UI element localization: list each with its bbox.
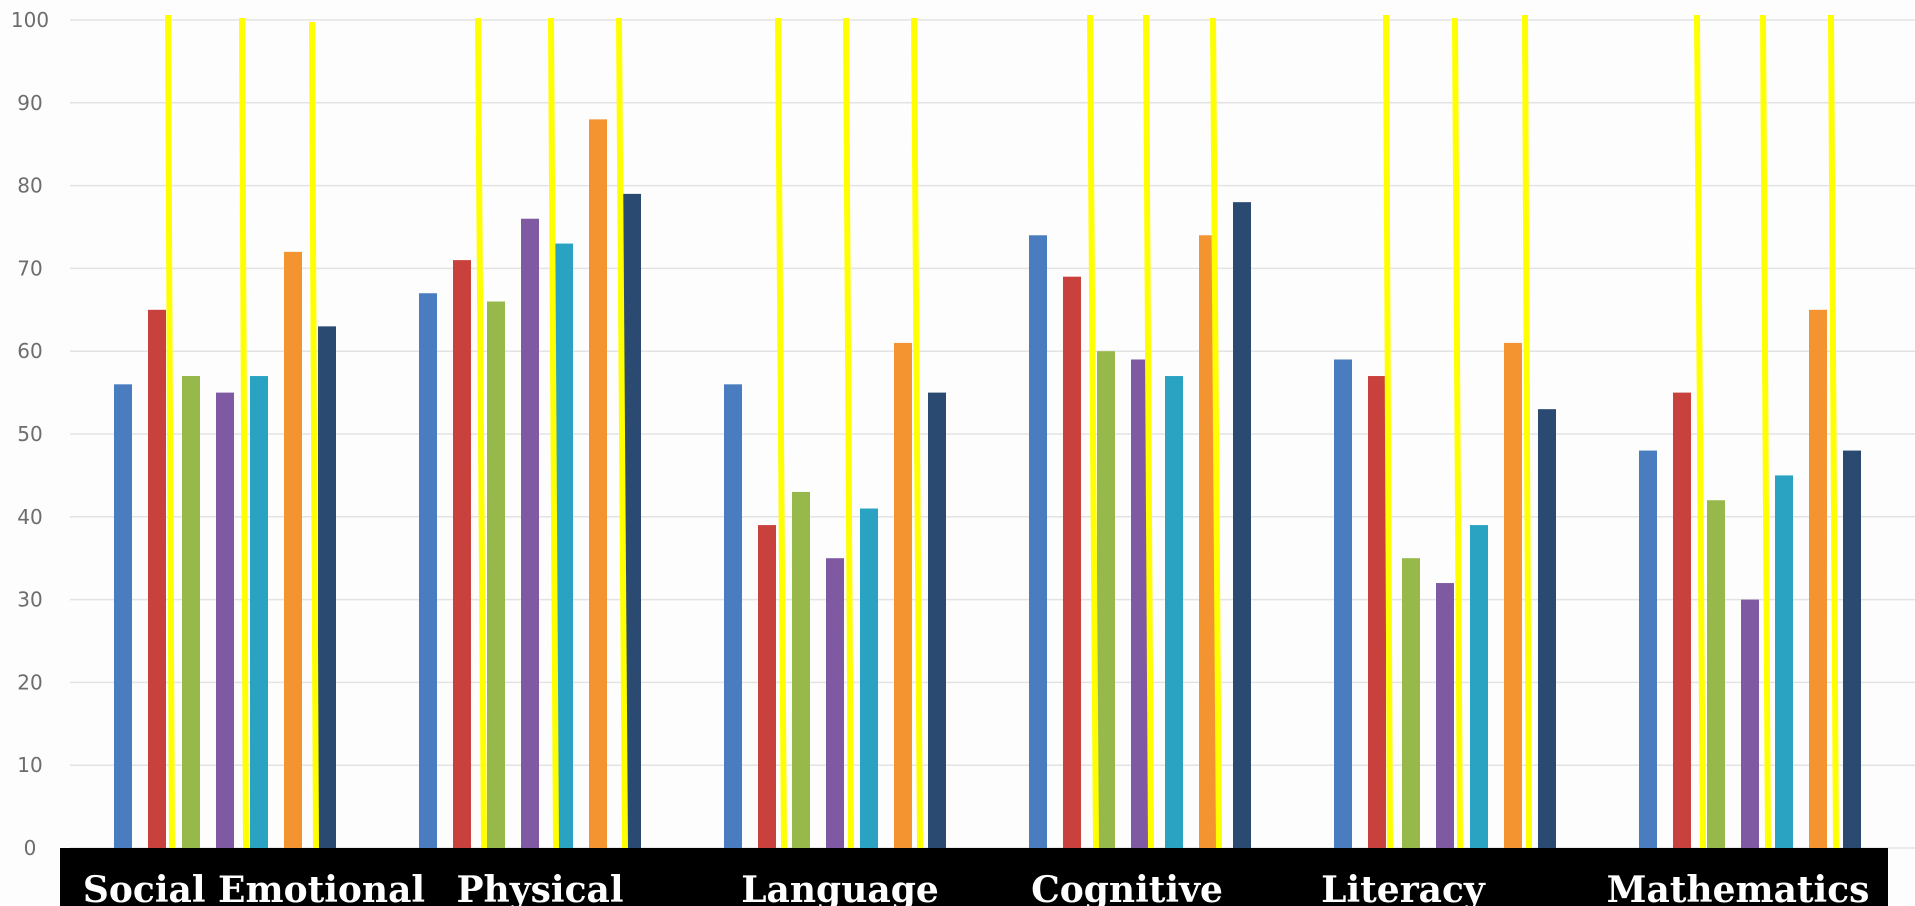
bar bbox=[1402, 558, 1420, 848]
bar bbox=[589, 119, 607, 849]
bar bbox=[623, 193, 641, 848]
bar bbox=[1809, 309, 1827, 848]
bar bbox=[1843, 450, 1861, 848]
marker-line bbox=[843, 17, 854, 849]
marker-line bbox=[475, 17, 487, 849]
bar bbox=[1233, 202, 1251, 848]
category-labels: Social Emotional Physical Language Cognitiv… bbox=[83, 869, 1869, 906]
y-tick-label: 40 bbox=[17, 505, 42, 529]
bar bbox=[1131, 359, 1149, 848]
marker-line bbox=[1383, 14, 1393, 849]
y-tick-label: 10 bbox=[17, 753, 42, 777]
bar bbox=[1538, 409, 1556, 848]
bar bbox=[860, 508, 878, 848]
marker-line bbox=[911, 17, 923, 849]
marker-line bbox=[1522, 14, 1532, 849]
marker-line bbox=[309, 21, 319, 849]
marker-line bbox=[1694, 14, 1706, 849]
bar bbox=[419, 293, 437, 848]
y-axis-ticks: 0 10 20 30 40 50 60 70 80 90 100 bbox=[11, 8, 49, 860]
bar bbox=[1470, 525, 1488, 848]
y-tick-label: 80 bbox=[17, 174, 42, 198]
marker-line bbox=[1828, 14, 1839, 849]
marker-line bbox=[165, 14, 175, 849]
marker-line bbox=[548, 17, 559, 849]
marker-line bbox=[1143, 14, 1154, 849]
bar bbox=[792, 491, 810, 848]
marker-line bbox=[1210, 17, 1222, 849]
category-label: Literacy bbox=[1321, 869, 1486, 906]
bar bbox=[114, 384, 132, 848]
category-label: Physical bbox=[456, 869, 623, 906]
bar bbox=[1707, 500, 1725, 848]
y-tick-label: 70 bbox=[17, 256, 42, 280]
category-label: Cognitive bbox=[1031, 869, 1223, 906]
category-label: Mathematics bbox=[1607, 869, 1870, 906]
bar bbox=[1436, 583, 1454, 848]
bar bbox=[1639, 450, 1657, 848]
bar bbox=[487, 301, 505, 848]
marker-line bbox=[1760, 14, 1771, 849]
bar bbox=[148, 309, 166, 848]
yellow-marker-lines bbox=[165, 14, 1839, 849]
y-tick-label: 60 bbox=[17, 339, 42, 363]
bar bbox=[1199, 235, 1217, 848]
bar bbox=[216, 392, 234, 848]
bar bbox=[826, 558, 844, 848]
marker-line bbox=[1452, 17, 1463, 849]
bar bbox=[1097, 351, 1115, 848]
bar bbox=[555, 243, 573, 848]
bar bbox=[1741, 599, 1759, 848]
bar bbox=[453, 260, 471, 848]
bar bbox=[1673, 392, 1691, 848]
bar bbox=[521, 218, 539, 849]
bar bbox=[284, 251, 302, 849]
bar bbox=[182, 376, 200, 848]
y-tick-label: 90 bbox=[17, 91, 42, 115]
category-label: Social Emotional bbox=[83, 869, 425, 906]
bar bbox=[928, 392, 946, 848]
y-tick-label: 0 bbox=[24, 836, 37, 860]
y-tick-label: 30 bbox=[17, 588, 42, 612]
category-label: Language bbox=[741, 869, 939, 906]
y-tick-label: 100 bbox=[11, 8, 49, 32]
bar bbox=[894, 342, 912, 848]
bar bbox=[724, 384, 742, 848]
marker-line bbox=[775, 17, 787, 849]
bar bbox=[1368, 376, 1386, 848]
category-label-band bbox=[60, 848, 1888, 906]
bar-series bbox=[114, 119, 1861, 849]
bar bbox=[250, 376, 268, 848]
y-tick-label: 50 bbox=[17, 422, 42, 446]
bar bbox=[1165, 376, 1183, 848]
marker-line bbox=[616, 17, 628, 849]
marker-line bbox=[1087, 14, 1099, 849]
bar bbox=[1334, 359, 1352, 848]
gridlines bbox=[70, 19, 1915, 849]
bar bbox=[758, 525, 776, 848]
bar bbox=[1063, 276, 1081, 848]
bar bbox=[318, 326, 336, 848]
marker-line bbox=[239, 17, 249, 849]
bar bbox=[1504, 342, 1522, 848]
bar bbox=[1775, 475, 1793, 848]
bar bbox=[1029, 235, 1047, 848]
y-tick-label: 20 bbox=[17, 670, 42, 694]
